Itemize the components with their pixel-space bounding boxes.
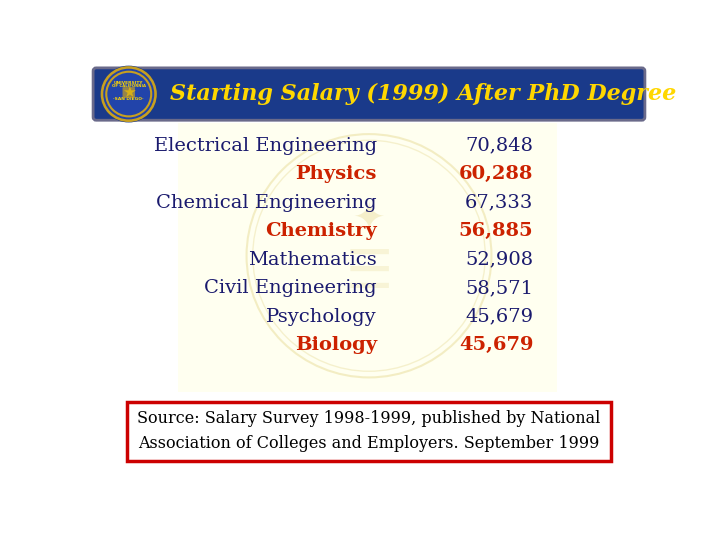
Text: OF CALIFORNIA: OF CALIFORNIA bbox=[112, 84, 145, 89]
Text: 70,848: 70,848 bbox=[465, 137, 534, 154]
Text: Mathematics: Mathematics bbox=[248, 251, 377, 268]
Text: 67,333: 67,333 bbox=[465, 194, 534, 212]
FancyBboxPatch shape bbox=[93, 68, 645, 120]
Text: 58,571: 58,571 bbox=[465, 279, 534, 297]
Text: Starting Salary (1999) After PhD Degree: Starting Salary (1999) After PhD Degree bbox=[170, 83, 676, 105]
Text: Biology: Biology bbox=[294, 336, 377, 354]
Text: Chemistry: Chemistry bbox=[265, 222, 377, 240]
Text: Chemical Engineering: Chemical Engineering bbox=[156, 194, 377, 212]
Text: ✦: ✦ bbox=[353, 200, 385, 238]
Text: ☰: ☰ bbox=[346, 247, 392, 299]
Text: 60,288: 60,288 bbox=[459, 165, 534, 183]
Text: Psychology: Psychology bbox=[266, 308, 377, 326]
Circle shape bbox=[104, 70, 153, 119]
Text: 56,885: 56,885 bbox=[459, 222, 534, 240]
Text: 45,679: 45,679 bbox=[465, 308, 534, 326]
Text: Civil Engineering: Civil Engineering bbox=[204, 279, 377, 297]
Text: UNIVERSITY: UNIVERSITY bbox=[114, 82, 143, 85]
Text: ★: ★ bbox=[122, 85, 135, 100]
FancyBboxPatch shape bbox=[122, 87, 135, 98]
FancyBboxPatch shape bbox=[127, 402, 611, 461]
Text: 45,679: 45,679 bbox=[459, 336, 534, 354]
Text: 52,908: 52,908 bbox=[465, 251, 534, 268]
FancyBboxPatch shape bbox=[178, 123, 557, 392]
Text: Electrical Engineering: Electrical Engineering bbox=[153, 137, 377, 154]
Text: ·SAN DIEGO·: ·SAN DIEGO· bbox=[114, 97, 144, 102]
Text: Physics: Physics bbox=[295, 165, 377, 183]
Circle shape bbox=[101, 66, 157, 122]
Text: Source: Salary Survey 1998-1999, published by National
Association of Colleges a: Source: Salary Survey 1998-1999, publish… bbox=[138, 410, 600, 452]
